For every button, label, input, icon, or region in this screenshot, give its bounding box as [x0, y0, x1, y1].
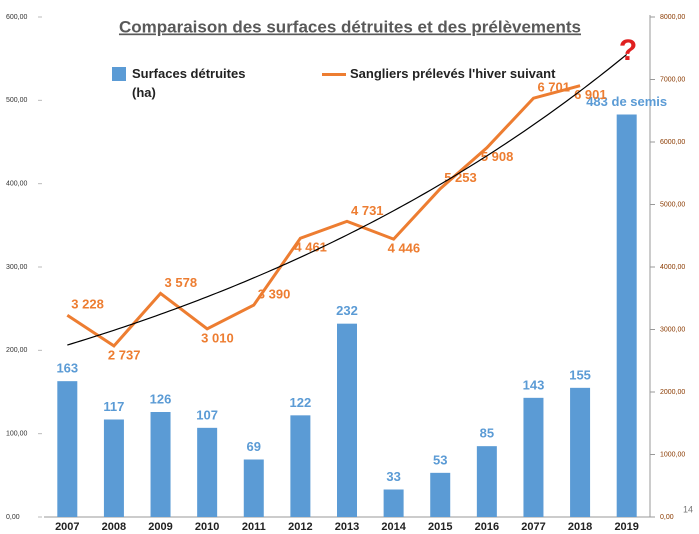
- y-tick-label: 100,00: [6, 431, 28, 438]
- y-tick-label: 200,00: [6, 347, 28, 354]
- bar: [523, 397, 544, 517]
- bar: [616, 114, 637, 517]
- bar: [430, 472, 451, 517]
- y-tick-label: 300,00: [6, 264, 28, 271]
- data-label: 6 901: [574, 87, 607, 102]
- x-tick-label: 2007: [55, 521, 79, 533]
- x-tick-label: 2011: [242, 521, 266, 533]
- bar: [197, 427, 218, 517]
- y-tick-label: 0,00: [6, 514, 20, 521]
- bar: [290, 415, 311, 517]
- data-label: 163: [56, 361, 78, 376]
- y2-tick-label: 3000,00: [660, 326, 685, 333]
- data-label: 53: [433, 452, 447, 467]
- data-label: 126: [150, 391, 172, 406]
- legend-item: Surfaces détruites (ha): [112, 64, 262, 102]
- x-tick-label: 2077: [521, 521, 545, 533]
- bar: [103, 419, 124, 517]
- bar: [150, 412, 171, 517]
- y-tick-label: 600,00: [6, 14, 28, 21]
- trendline: [67, 53, 628, 346]
- x-tick-label: 2013: [335, 521, 359, 533]
- data-label: 85: [480, 426, 494, 441]
- x-tick-label: 2018: [568, 521, 592, 533]
- bar: [57, 381, 78, 517]
- data-label: 4 731: [351, 203, 384, 218]
- data-label: 5 908: [481, 149, 514, 164]
- x-tick-label: 2015: [428, 521, 452, 533]
- data-label: 232: [336, 303, 358, 318]
- data-label: 4 461: [294, 240, 327, 255]
- data-label: 483 de semis: [586, 94, 667, 109]
- x-tick-label: 2016: [475, 521, 499, 533]
- legend-label: Surfaces détruites (ha): [132, 66, 246, 100]
- x-tick-label: 2010: [195, 521, 219, 533]
- data-label: 33: [386, 469, 400, 484]
- y2-tick-label: 8000,00: [660, 14, 685, 21]
- legend-swatch: [112, 67, 126, 81]
- bar: [383, 489, 404, 517]
- data-label: 69: [247, 439, 261, 454]
- y2-tick-label: 2000,00: [660, 389, 685, 396]
- data-label: 6 701: [537, 80, 570, 95]
- x-tick-label: 2008: [102, 521, 126, 533]
- annotation: ?: [619, 34, 637, 67]
- y-tick-label: 500,00: [6, 97, 28, 104]
- data-label: 4 446: [388, 241, 421, 256]
- data-label: 117: [103, 399, 124, 414]
- y-tick-label: 400,00: [6, 181, 28, 188]
- data-label: 143: [523, 377, 545, 392]
- data-label: 2 737: [108, 347, 141, 362]
- legend-swatch: [322, 73, 346, 76]
- data-label: 122: [290, 395, 312, 410]
- y2-tick-label: 5000,00: [660, 201, 685, 208]
- data-label: 3 228: [71, 297, 104, 312]
- data-label: 3 390: [258, 287, 291, 302]
- x-tick-label: 2014: [381, 521, 406, 533]
- legend-label: Sangliers prélevés l'hiver suivant: [350, 66, 556, 81]
- x-tick-label: 2009: [148, 521, 172, 533]
- y2-tick-label: 4000,00: [660, 264, 685, 271]
- legend-item: Sangliers prélevés l'hiver suivant: [322, 64, 555, 83]
- chart-title: Comparaison des surfaces détruites et de…: [119, 17, 581, 36]
- data-label: 107: [196, 407, 218, 422]
- bar: [243, 459, 264, 517]
- y2-tick-label: 1000,00: [660, 451, 685, 458]
- data-label: 5 253: [444, 170, 477, 185]
- x-tick-label: 2019: [614, 521, 638, 533]
- data-label: 3 010: [201, 330, 234, 345]
- page-number: 14: [683, 504, 693, 514]
- bar: [476, 446, 497, 517]
- x-tick-label: 2012: [288, 521, 312, 533]
- y2-tick-label: 0,00: [660, 514, 674, 521]
- line: [66, 84, 581, 348]
- y2-tick-label: 6000,00: [660, 139, 685, 146]
- y2-tick-label: 7000,00: [660, 76, 685, 83]
- bar: [570, 387, 591, 517]
- data-label: 155: [569, 367, 591, 382]
- data-label: 3 578: [165, 275, 198, 290]
- bar: [337, 323, 357, 517]
